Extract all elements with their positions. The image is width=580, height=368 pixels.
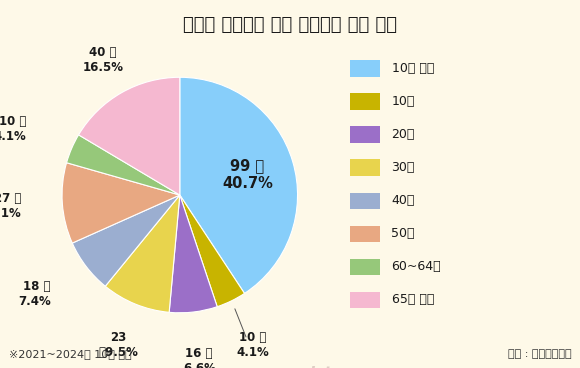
FancyBboxPatch shape <box>350 159 380 176</box>
Wedge shape <box>62 163 180 243</box>
Text: 40대: 40대 <box>392 194 415 207</box>
Text: 23
건9.5%: 23 건9.5% <box>99 332 138 360</box>
Wedge shape <box>67 135 180 195</box>
Wedge shape <box>180 77 298 293</box>
FancyBboxPatch shape <box>350 126 380 143</box>
Text: 18 건
7.4%: 18 건 7.4% <box>18 280 50 308</box>
Text: 16 건
6.6%: 16 건 6.6% <box>183 347 216 368</box>
Wedge shape <box>180 195 245 307</box>
FancyBboxPatch shape <box>350 226 380 242</box>
Text: 60~64세: 60~64세 <box>392 260 441 273</box>
Wedge shape <box>169 195 217 313</box>
Text: 50대: 50대 <box>392 227 415 240</box>
Text: datanews: datanews <box>303 365 387 368</box>
Wedge shape <box>106 195 180 312</box>
Wedge shape <box>72 195 180 286</box>
Text: 20대: 20대 <box>392 128 415 141</box>
Text: 10세 미만: 10세 미만 <box>392 61 434 75</box>
Text: 30대: 30대 <box>392 161 415 174</box>
Text: 10 건
4.1%: 10 건 4.1% <box>0 115 26 143</box>
FancyBboxPatch shape <box>350 192 380 209</box>
Text: 연령별 슬라이딩 도어 위해사례 접수 현황: 연령별 슬라이딩 도어 위해사례 접수 현황 <box>183 16 397 34</box>
FancyBboxPatch shape <box>350 60 380 77</box>
Text: 자료 : 한국소비자원: 자료 : 한국소비자원 <box>508 349 571 359</box>
Text: 10 건
4.1%: 10 건 4.1% <box>237 332 269 360</box>
Wedge shape <box>78 77 180 195</box>
Text: 27 건
11.1%: 27 건 11.1% <box>0 192 21 220</box>
Text: 40 건
16.5%: 40 건 16.5% <box>82 46 124 74</box>
FancyBboxPatch shape <box>350 93 380 110</box>
Text: 65세 이상: 65세 이상 <box>392 293 434 307</box>
FancyBboxPatch shape <box>350 259 380 275</box>
Text: 99 건
40.7%: 99 건 40.7% <box>222 159 273 191</box>
Text: ※2021~2024년 10월 누계: ※2021~2024년 10월 누계 <box>9 349 131 359</box>
Text: 10대: 10대 <box>392 95 415 108</box>
FancyBboxPatch shape <box>350 292 380 308</box>
